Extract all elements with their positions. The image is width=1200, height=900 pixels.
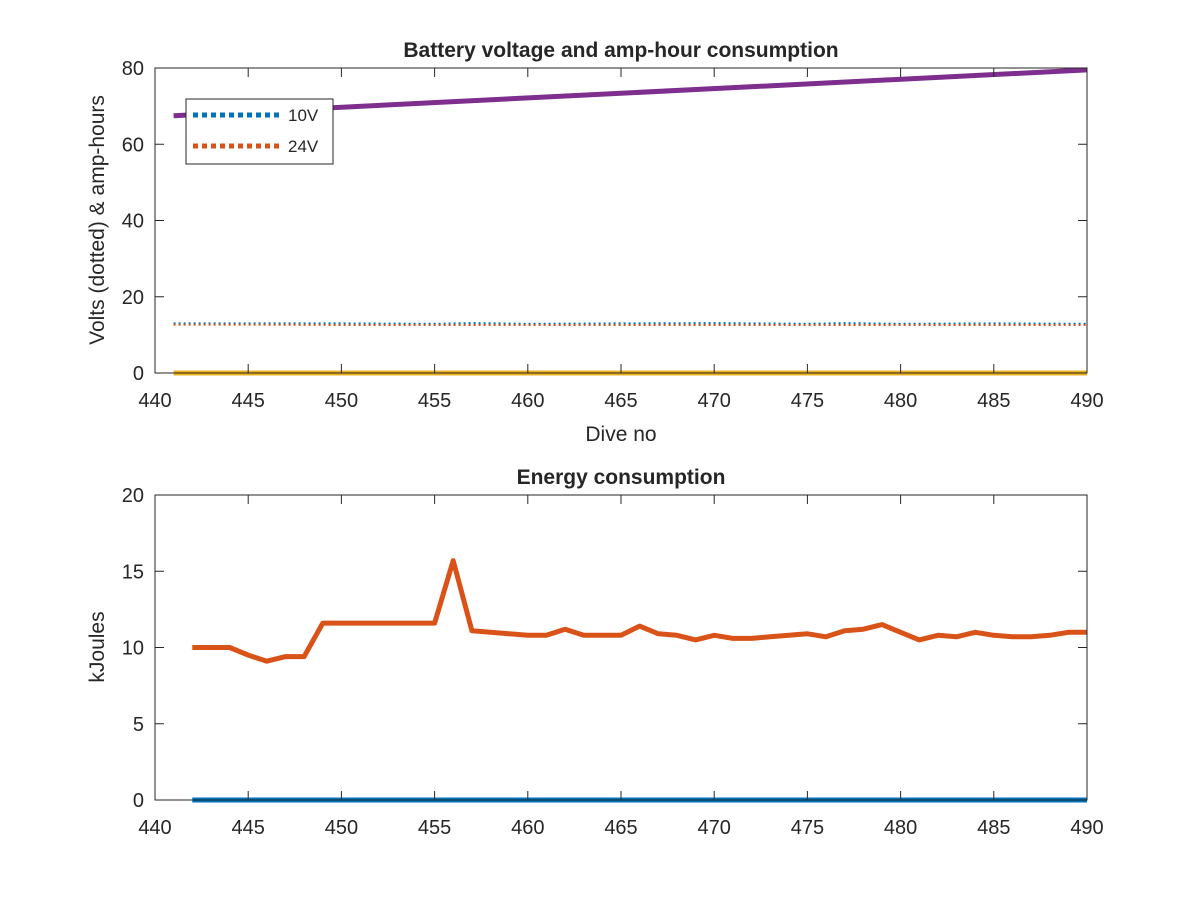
bottom-plot-xtick-label: 475	[791, 817, 824, 839]
top-plot: 440 445 450 455 460 465 470 475 480 485 490 0 20 40 60…	[86, 39, 1104, 446]
top-plot-xtick-label: 440	[138, 390, 171, 412]
top-plot-xtick-label: 455	[418, 390, 451, 412]
top-plot-xlabel: Dive no	[585, 423, 656, 446]
top-plot-xtick-label: 490	[1070, 390, 1103, 412]
top-plot-xtick-label: 485	[977, 390, 1010, 412]
bottom-plot-xtick-label: 490	[1070, 817, 1103, 839]
legend-label-10v: 10V	[288, 106, 319, 125]
bottom-plot-title: Energy consumption	[517, 466, 726, 489]
bottom-plot-xtick-label: 460	[511, 817, 544, 839]
top-plot-xtick-label: 480	[884, 390, 917, 412]
bottom-plot-ytick-label: 5	[133, 714, 144, 736]
top-plot-xtick-label: 475	[791, 390, 824, 412]
legend-box	[185, 98, 334, 165]
bottom-plot-xtick-label: 445	[232, 817, 265, 839]
bottom-plot-ytick-label: 10	[122, 638, 144, 660]
top-plot-ytick-label: 0	[133, 363, 144, 385]
bottom-plot-ytick-label: 15	[122, 561, 144, 583]
bottom-plot-ticks: 440 445 450 455 460 465 470 475 480 485 490 0 5 10 15 2…	[122, 485, 1104, 839]
bottom-plot-xtick-label: 450	[325, 817, 358, 839]
bottom-plot: 440 445 450 455 460 465 470 475 480 485 490 0 5 10 15 2…	[86, 466, 1104, 839]
top-plot-xtick-label: 445	[232, 390, 265, 412]
bottom-plot-ytick-label: 0	[133, 790, 144, 812]
bottom-plot-xtick-label: 470	[698, 817, 731, 839]
top-plot-xtick-label: 465	[604, 390, 637, 412]
top-plot-xtick-label: 460	[511, 390, 544, 412]
top-plot-ytick-label: 40	[122, 211, 144, 233]
legend-label-24v: 24V	[288, 137, 319, 156]
bottom-plot-xtick-label: 455	[418, 817, 451, 839]
bottom-plot-ytick-label: 20	[122, 485, 144, 507]
bottom-plot-xtick-label: 440	[138, 817, 171, 839]
top-plot-ticks: 440 445 450 455 460 465 470 475 480 485 490 0 20 40 60…	[122, 58, 1104, 412]
top-plot-ytick-label: 80	[122, 58, 144, 80]
top-plot-title: Battery voltage and amp-hour consumption	[403, 39, 838, 62]
bottom-plot-xtick-label: 465	[604, 817, 637, 839]
bottom-plot-xtick-label: 485	[977, 817, 1010, 839]
bottom-plot-ylabel: kJoules	[86, 611, 109, 682]
top-plot-ylabel: Volts (dotted) & amp-hours	[86, 95, 109, 345]
bottom-plot-series-line-1	[192, 558, 1087, 664]
top-plot-xtick-label: 470	[698, 390, 731, 412]
bottom-plot-xtick-label: 480	[884, 817, 917, 839]
top-plot-xtick-label: 450	[325, 390, 358, 412]
legend[interactable]: 10V 24V	[185, 98, 334, 165]
top-plot-ytick-label: 60	[122, 134, 144, 156]
top-plot-ytick-label: 20	[122, 287, 144, 309]
